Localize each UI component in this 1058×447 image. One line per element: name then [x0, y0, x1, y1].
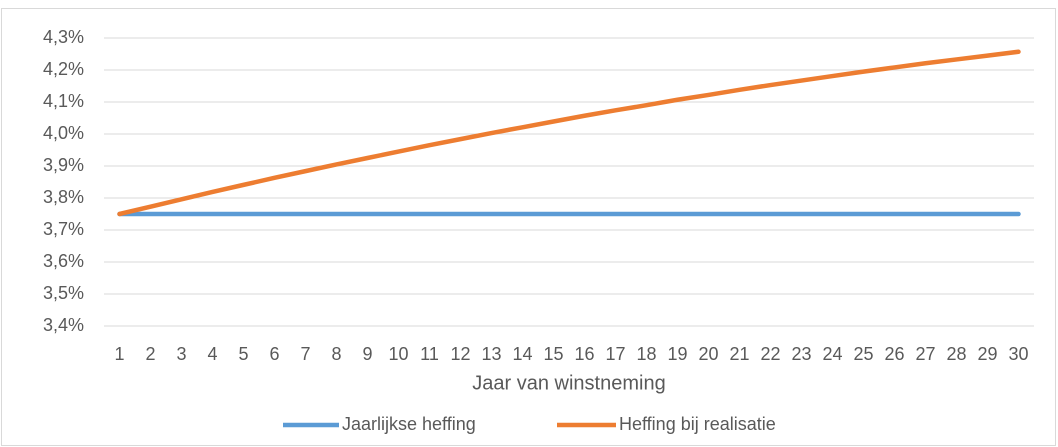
x-tick-label: 5: [238, 344, 248, 364]
x-tick-label: 28: [946, 344, 966, 364]
y-tick-label: 4,3%: [43, 27, 84, 47]
x-tick-label: 24: [822, 344, 842, 364]
x-tick-label: 3: [176, 344, 186, 364]
x-tick-label: 9: [362, 344, 372, 364]
x-tick-label: 8: [331, 344, 341, 364]
x-tick-label: 12: [450, 344, 470, 364]
y-tick-label: 3,4%: [43, 315, 84, 335]
y-tick-label: 4,2%: [43, 59, 84, 79]
x-tick-label: 19: [667, 344, 687, 364]
x-tick-label: 26: [884, 344, 904, 364]
x-tick-label: 15: [543, 344, 563, 364]
x-tick-label: 4: [207, 344, 217, 364]
y-tick-label: 4,0%: [43, 123, 84, 143]
legend-label: Heffing bij realisatie: [619, 414, 776, 434]
y-tick-label: 3,6%: [43, 251, 84, 271]
x-tick-label: 6: [269, 344, 279, 364]
y-tick-label: 3,7%: [43, 219, 84, 239]
x-tick-label: 21: [729, 344, 749, 364]
y-tick-label: 3,8%: [43, 187, 84, 207]
x-tick-label: 2: [145, 344, 155, 364]
legend-label: Jaarlijkse heffing: [342, 414, 476, 434]
x-tick-label: 16: [574, 344, 594, 364]
x-tick-label: 11: [420, 344, 439, 364]
x-tick-label: 27: [915, 344, 935, 364]
y-tick-label: 3,9%: [43, 155, 84, 175]
x-tick-label: 14: [512, 344, 532, 364]
x-tick-label: 29: [977, 344, 997, 364]
chart-border: [1, 8, 1056, 446]
x-tick-label: 17: [605, 344, 625, 364]
x-axis-title: Jaar van winstneming: [472, 372, 665, 394]
x-tick-label: 20: [698, 344, 718, 364]
x-tick-label: 30: [1008, 344, 1028, 364]
y-tick-label: 3,5%: [43, 283, 84, 303]
x-tick-label: 18: [636, 344, 656, 364]
series-line: [117, 49, 1021, 217]
x-tick-label: 25: [853, 344, 873, 364]
x-tick-label: 22: [760, 344, 780, 364]
x-tick-label: 10: [388, 344, 408, 364]
x-tick-label: 7: [300, 344, 310, 364]
y-tick-label: 4,1%: [43, 91, 84, 111]
x-tick-label: 13: [481, 344, 501, 364]
x-tick-label: 1: [114, 344, 124, 364]
x-tick-label: 23: [791, 344, 811, 364]
